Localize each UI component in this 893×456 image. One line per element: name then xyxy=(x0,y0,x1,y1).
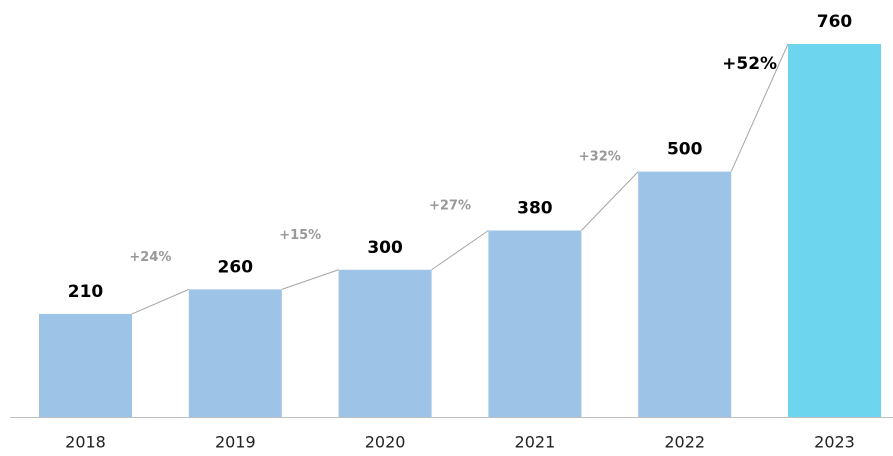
x-tick-label: 2019 xyxy=(215,433,256,452)
growth-label: +27% xyxy=(429,199,471,214)
bar xyxy=(338,269,432,417)
bar xyxy=(39,313,132,417)
connector xyxy=(581,171,639,231)
connector xyxy=(431,230,489,271)
value-label: 380 xyxy=(517,199,553,219)
connector xyxy=(131,288,189,315)
value-label: 210 xyxy=(68,282,104,302)
connector xyxy=(281,269,339,290)
value-label: 760 xyxy=(817,12,853,32)
bar xyxy=(188,289,282,417)
growth-label: +24% xyxy=(129,250,171,265)
bar xyxy=(488,230,582,417)
x-tick-label: 2018 xyxy=(65,433,106,452)
bar xyxy=(638,171,732,417)
growth-label: +32% xyxy=(579,150,621,165)
value-label: 300 xyxy=(367,238,403,258)
growth-label: +15% xyxy=(279,228,321,243)
x-tick-label: 2022 xyxy=(664,433,705,452)
value-label: 500 xyxy=(667,140,703,160)
bar xyxy=(788,44,881,417)
x-tick-label: 2023 xyxy=(814,433,855,452)
x-tick-label: 2020 xyxy=(365,433,406,452)
x-tick-label: 2021 xyxy=(515,433,556,452)
value-label: 260 xyxy=(218,257,254,277)
connector xyxy=(730,43,789,172)
growth-label: +52% xyxy=(722,54,777,74)
